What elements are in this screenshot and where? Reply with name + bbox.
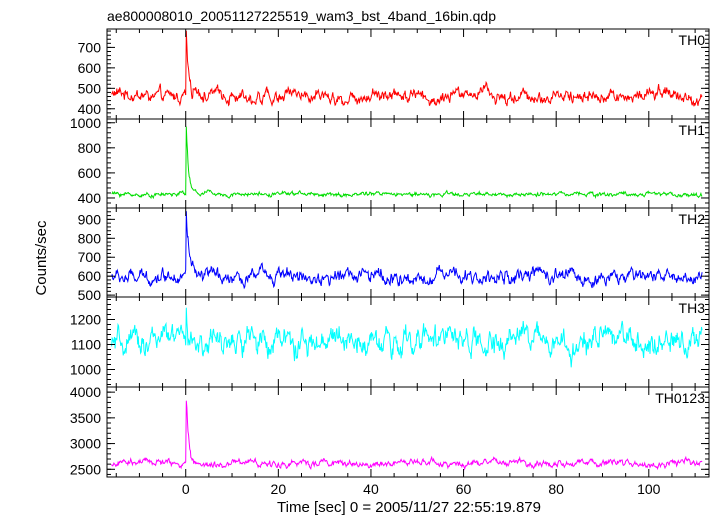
y-tick-label: 900: [78, 211, 102, 227]
x-axis-title: Time [sec] 0 = 2005/11/27 22:55:19.879: [277, 499, 541, 516]
x-tick-label: 0: [182, 481, 190, 497]
y-tick-label: 500: [78, 287, 102, 303]
panel-label: TH2: [679, 211, 706, 227]
x-tick-label: 20: [271, 481, 287, 497]
panel-th0123: 2500 3000 3500 4000 TH0123: [70, 384, 710, 478]
y-tick-label: 600: [78, 60, 102, 76]
x-tick-label: 100: [637, 481, 661, 497]
y-tick-label: 3500: [70, 410, 101, 426]
panel-frame: [106, 386, 710, 478]
y-tick-label: 400: [78, 190, 102, 206]
series-line-th2: [111, 211, 703, 290]
y-tick-label: 700: [78, 249, 102, 265]
y-tick-label: 400: [78, 101, 102, 117]
series-line-th0123: [111, 400, 703, 471]
y-tick-label: 500: [78, 80, 102, 96]
x-tick-label: 40: [363, 481, 379, 497]
panel-label: TH3: [679, 300, 706, 316]
panel-label: TH0123: [655, 390, 705, 406]
panel-th2: 500 600 700 800 900 TH2: [78, 207, 710, 303]
y-tick-label: 700: [78, 39, 102, 55]
panel-label: TH0: [679, 32, 706, 48]
y-tick-label: 1100: [71, 337, 101, 353]
y-tick-label: 4000: [70, 384, 101, 400]
y-tick-label: 600: [78, 268, 102, 284]
series-line-th1: [111, 126, 703, 200]
y-tick-label: 1200: [70, 312, 101, 328]
y-tick-label: 800: [78, 140, 102, 156]
series-line-th0: [111, 30, 703, 108]
y-tick-label: 1000: [70, 362, 101, 378]
figure-title: ae800008010_20051127225519_wam3_bst_4ban…: [107, 8, 496, 24]
y-axis-title: Counts/sec: [33, 220, 50, 296]
y-tick-label: 3000: [70, 436, 101, 452]
series-line-th3: [111, 307, 703, 368]
panel-th1: 400 600 800 1000 TH1: [70, 115, 710, 209]
panel-th3: 1000 1100 1200 TH3: [70, 296, 710, 388]
y-tick-label: 1000: [70, 115, 101, 131]
panel-label: TH1: [679, 122, 706, 138]
x-tick-label: 60: [456, 481, 472, 497]
x-tick-label: 80: [548, 481, 564, 497]
y-tick-label: 600: [78, 165, 102, 181]
y-tick-label: 2500: [70, 461, 101, 477]
y-tick-label: 800: [78, 230, 102, 246]
